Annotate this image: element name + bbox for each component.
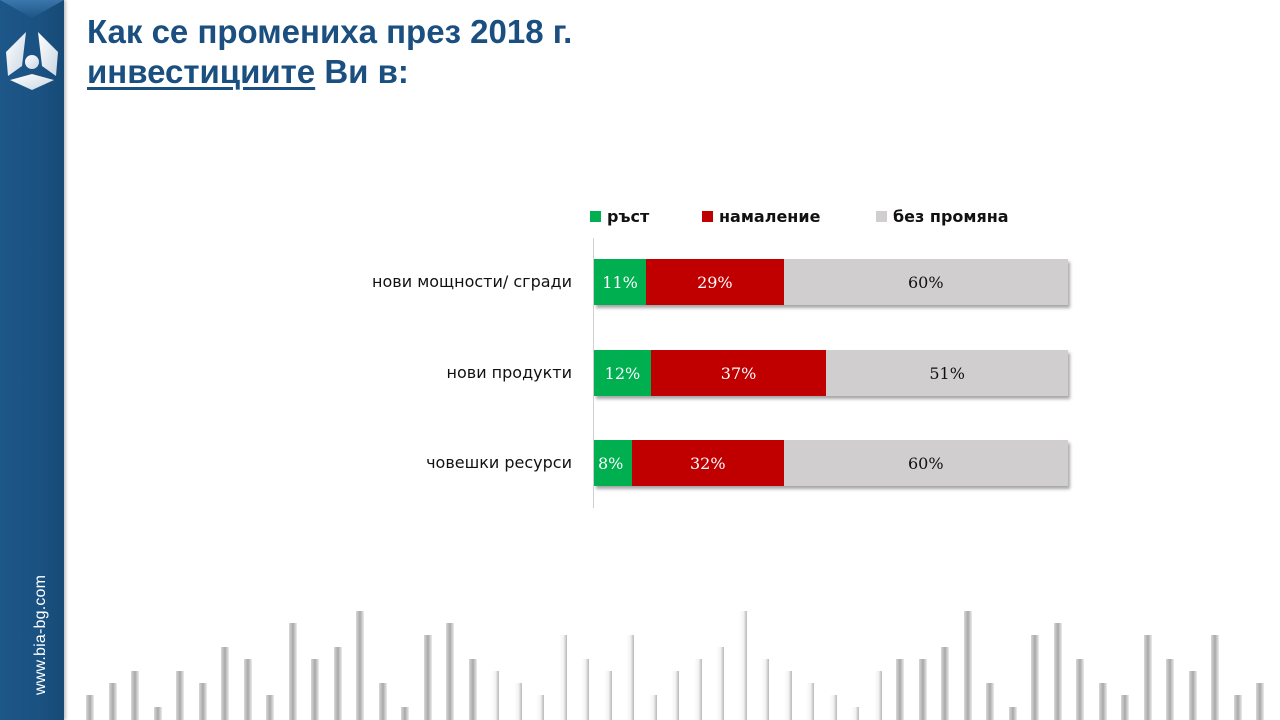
data-label: 51% [929, 363, 965, 383]
decorative-bar [1008, 707, 1017, 720]
decorative-bar [176, 671, 184, 720]
decorative-bar [918, 659, 927, 720]
data-label: 12% [604, 363, 641, 383]
decorative-bar [963, 611, 972, 720]
bar-segment-без-промяна-0: 60% [783, 259, 1068, 305]
decorative-bar [851, 707, 859, 720]
decorative-bar [1166, 659, 1174, 720]
bia-logo-icon [6, 32, 58, 90]
category-label-2: човешки ресурси [426, 453, 572, 472]
decorative-bar [828, 695, 837, 720]
decorative-bar [671, 671, 679, 720]
decorative-bar [468, 659, 477, 720]
data-label: 37% [720, 363, 757, 383]
decorative-bar [131, 671, 139, 720]
data-label: 60% [907, 453, 944, 473]
decorative-bar [513, 683, 522, 720]
decorative-bar [288, 623, 297, 720]
decorative-bar [1053, 623, 1062, 720]
decorative-bar [761, 659, 769, 720]
bar-row-2: 8% 32% 60% [594, 440, 1068, 486]
sidebar-top-accent [0, 0, 64, 18]
decorative-bar [716, 647, 724, 720]
data-label: 29% [697, 272, 733, 292]
decorative-bar [1211, 635, 1219, 720]
bar-row-1: 12% 37% 51% [594, 350, 1068, 396]
decorative-bar [986, 683, 994, 720]
decorative-bar [378, 683, 387, 720]
decorative-bar [153, 707, 162, 720]
decorative-bar [1031, 635, 1039, 720]
decorative-bar [198, 683, 207, 720]
decorative-bars-background [64, 605, 1280, 720]
bar-segment-ръст-0: 11% [594, 259, 647, 305]
decorative-bar [491, 671, 499, 720]
bar-segment-без-промяна-1: 51% [826, 350, 1068, 396]
legend-label-2: без промяна [893, 207, 1009, 226]
decorative-bar [86, 695, 94, 720]
decorative-bar [783, 671, 792, 720]
decorative-bar [896, 659, 904, 720]
category-label-1: нови продукти [446, 363, 572, 382]
decorative-bar [1188, 671, 1197, 720]
bar-segment-намаление-2: 32% [631, 440, 784, 486]
decorative-bar [648, 695, 657, 720]
decorative-bar [108, 683, 117, 720]
decorative-bar [581, 659, 589, 720]
decorative-bar [333, 647, 342, 720]
decorative-bar [446, 623, 454, 720]
sidebar: www.bia-bg.com [0, 0, 64, 720]
title-underlined-word: инвестициите [87, 53, 316, 90]
legend-item-1: намаление [702, 207, 820, 226]
decorative-bar [1256, 683, 1264, 720]
decorative-bar [941, 647, 949, 720]
decorative-bar [873, 671, 882, 720]
category-label-0: нови мощности/ сгради [372, 272, 572, 291]
bar-segment-без-промяна-2: 60% [783, 440, 1068, 486]
decorative-bar [1143, 635, 1152, 720]
decorative-bar [311, 659, 319, 720]
data-label: 32% [689, 453, 726, 473]
legend-swatch-1 [702, 211, 713, 222]
bar-segment-ръст-2: 8% [594, 440, 632, 486]
decorative-bar [626, 635, 634, 720]
decorative-bar [243, 659, 252, 720]
bar-row-0: 11% 29% 60% [594, 259, 1068, 305]
legend-label-0: ръст [607, 207, 650, 226]
legend-swatch-2 [876, 211, 887, 222]
title-line-1: Как се промениха през 2018 г. [87, 13, 573, 50]
decorative-bar [806, 683, 814, 720]
decorative-bar [1076, 659, 1084, 720]
bar-segment-намаление-1: 37% [650, 350, 827, 396]
decorative-bar [423, 635, 432, 720]
title-line-2-rest: Ви в: [315, 53, 409, 90]
decorative-bar [401, 707, 409, 720]
decorative-bar [356, 611, 364, 720]
decorative-bar [738, 611, 747, 720]
legend-label-1: намаление [719, 207, 821, 226]
decorative-bar [558, 635, 567, 720]
decorative-bar [1098, 683, 1107, 720]
legend-item-0: ръст [590, 207, 649, 226]
data-label: 8% [598, 453, 624, 473]
title-line-2: инвестициите Ви в: [87, 52, 572, 92]
legend-item-2: без промяна [876, 207, 1009, 226]
decorative-bar [221, 647, 229, 720]
bar-segment-намаление-0: 29% [646, 259, 784, 305]
decorative-bar [1121, 695, 1129, 720]
legend-swatch-0 [590, 211, 601, 222]
decorative-bar [536, 695, 544, 720]
decorative-bar [1233, 695, 1242, 720]
decorative-bar [693, 659, 702, 720]
category-axis-line [593, 238, 594, 508]
site-url[interactable]: www.bia-bg.com [32, 574, 49, 695]
data-label: 11% [602, 272, 638, 292]
decorative-bar [266, 695, 274, 720]
data-label: 60% [907, 272, 944, 292]
decorative-bar [603, 671, 612, 720]
page-title: Как се промениха през 2018 г. инвестиции… [87, 12, 572, 92]
bar-segment-ръст-1: 12% [594, 350, 651, 396]
